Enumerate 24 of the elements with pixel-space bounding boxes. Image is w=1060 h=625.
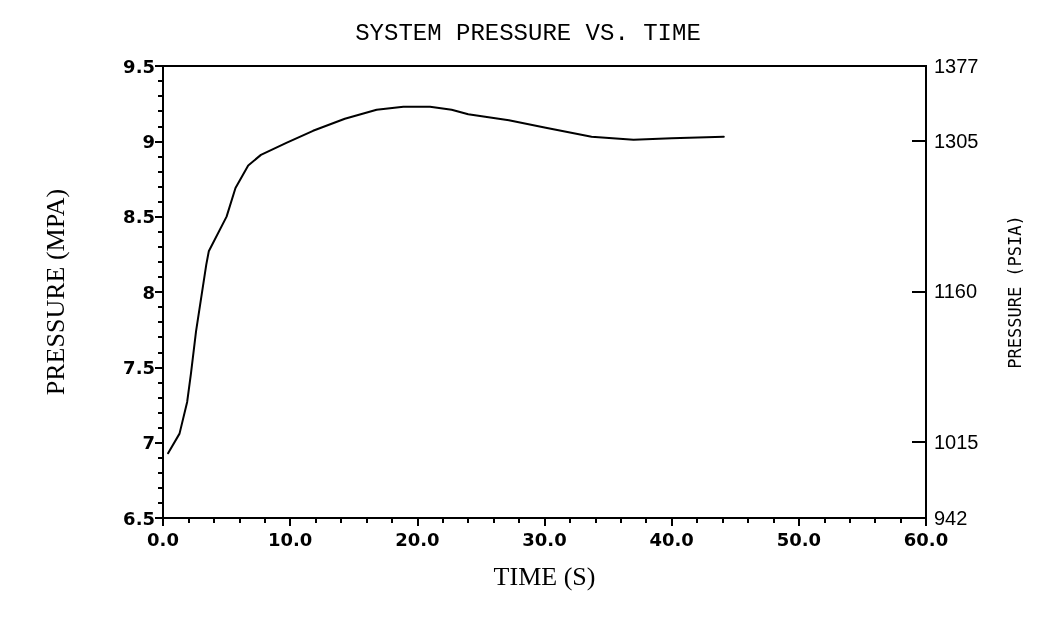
chart-title: SYSTEM PRESSURE VS. TIME <box>355 19 701 47</box>
y-tick-label: 6.5 <box>123 507 155 529</box>
x-tick-label: 30.0 <box>522 528 567 550</box>
y-tick-label: 9 <box>142 130 155 152</box>
x-tick-label: 20.0 <box>395 528 440 550</box>
y-tick-label: 9.5 <box>123 55 155 77</box>
y2-tick-label: 1305 <box>934 129 979 152</box>
x-tick-label: 40.0 <box>649 528 694 550</box>
y-tick-label: 7 <box>142 432 155 454</box>
y2-tick-label: 1377 <box>934 55 979 77</box>
y-tick-label: 7.5 <box>123 356 155 378</box>
x-axis-title: TIME (S) <box>493 561 596 591</box>
y-axis-title: PRESSURE (MPA) <box>40 188 70 396</box>
x-tick-label: 50.0 <box>776 528 822 550</box>
x-tick-label: 0.0 <box>147 528 179 550</box>
y2-tick-label: 942 <box>934 507 968 529</box>
y-tick-label: 8.5 <box>123 206 155 228</box>
y2-tick-label: 1160 <box>934 280 978 303</box>
x-tick-label: 60.0 <box>903 528 949 550</box>
y2-tick-label: 1015 <box>934 431 979 454</box>
x-tick-label: 10.0 <box>267 528 313 550</box>
line-series <box>167 105 725 455</box>
y2-axis-title: PRESSURE (PSIA) <box>1004 215 1025 369</box>
y-tick-label: 8 <box>142 281 155 303</box>
